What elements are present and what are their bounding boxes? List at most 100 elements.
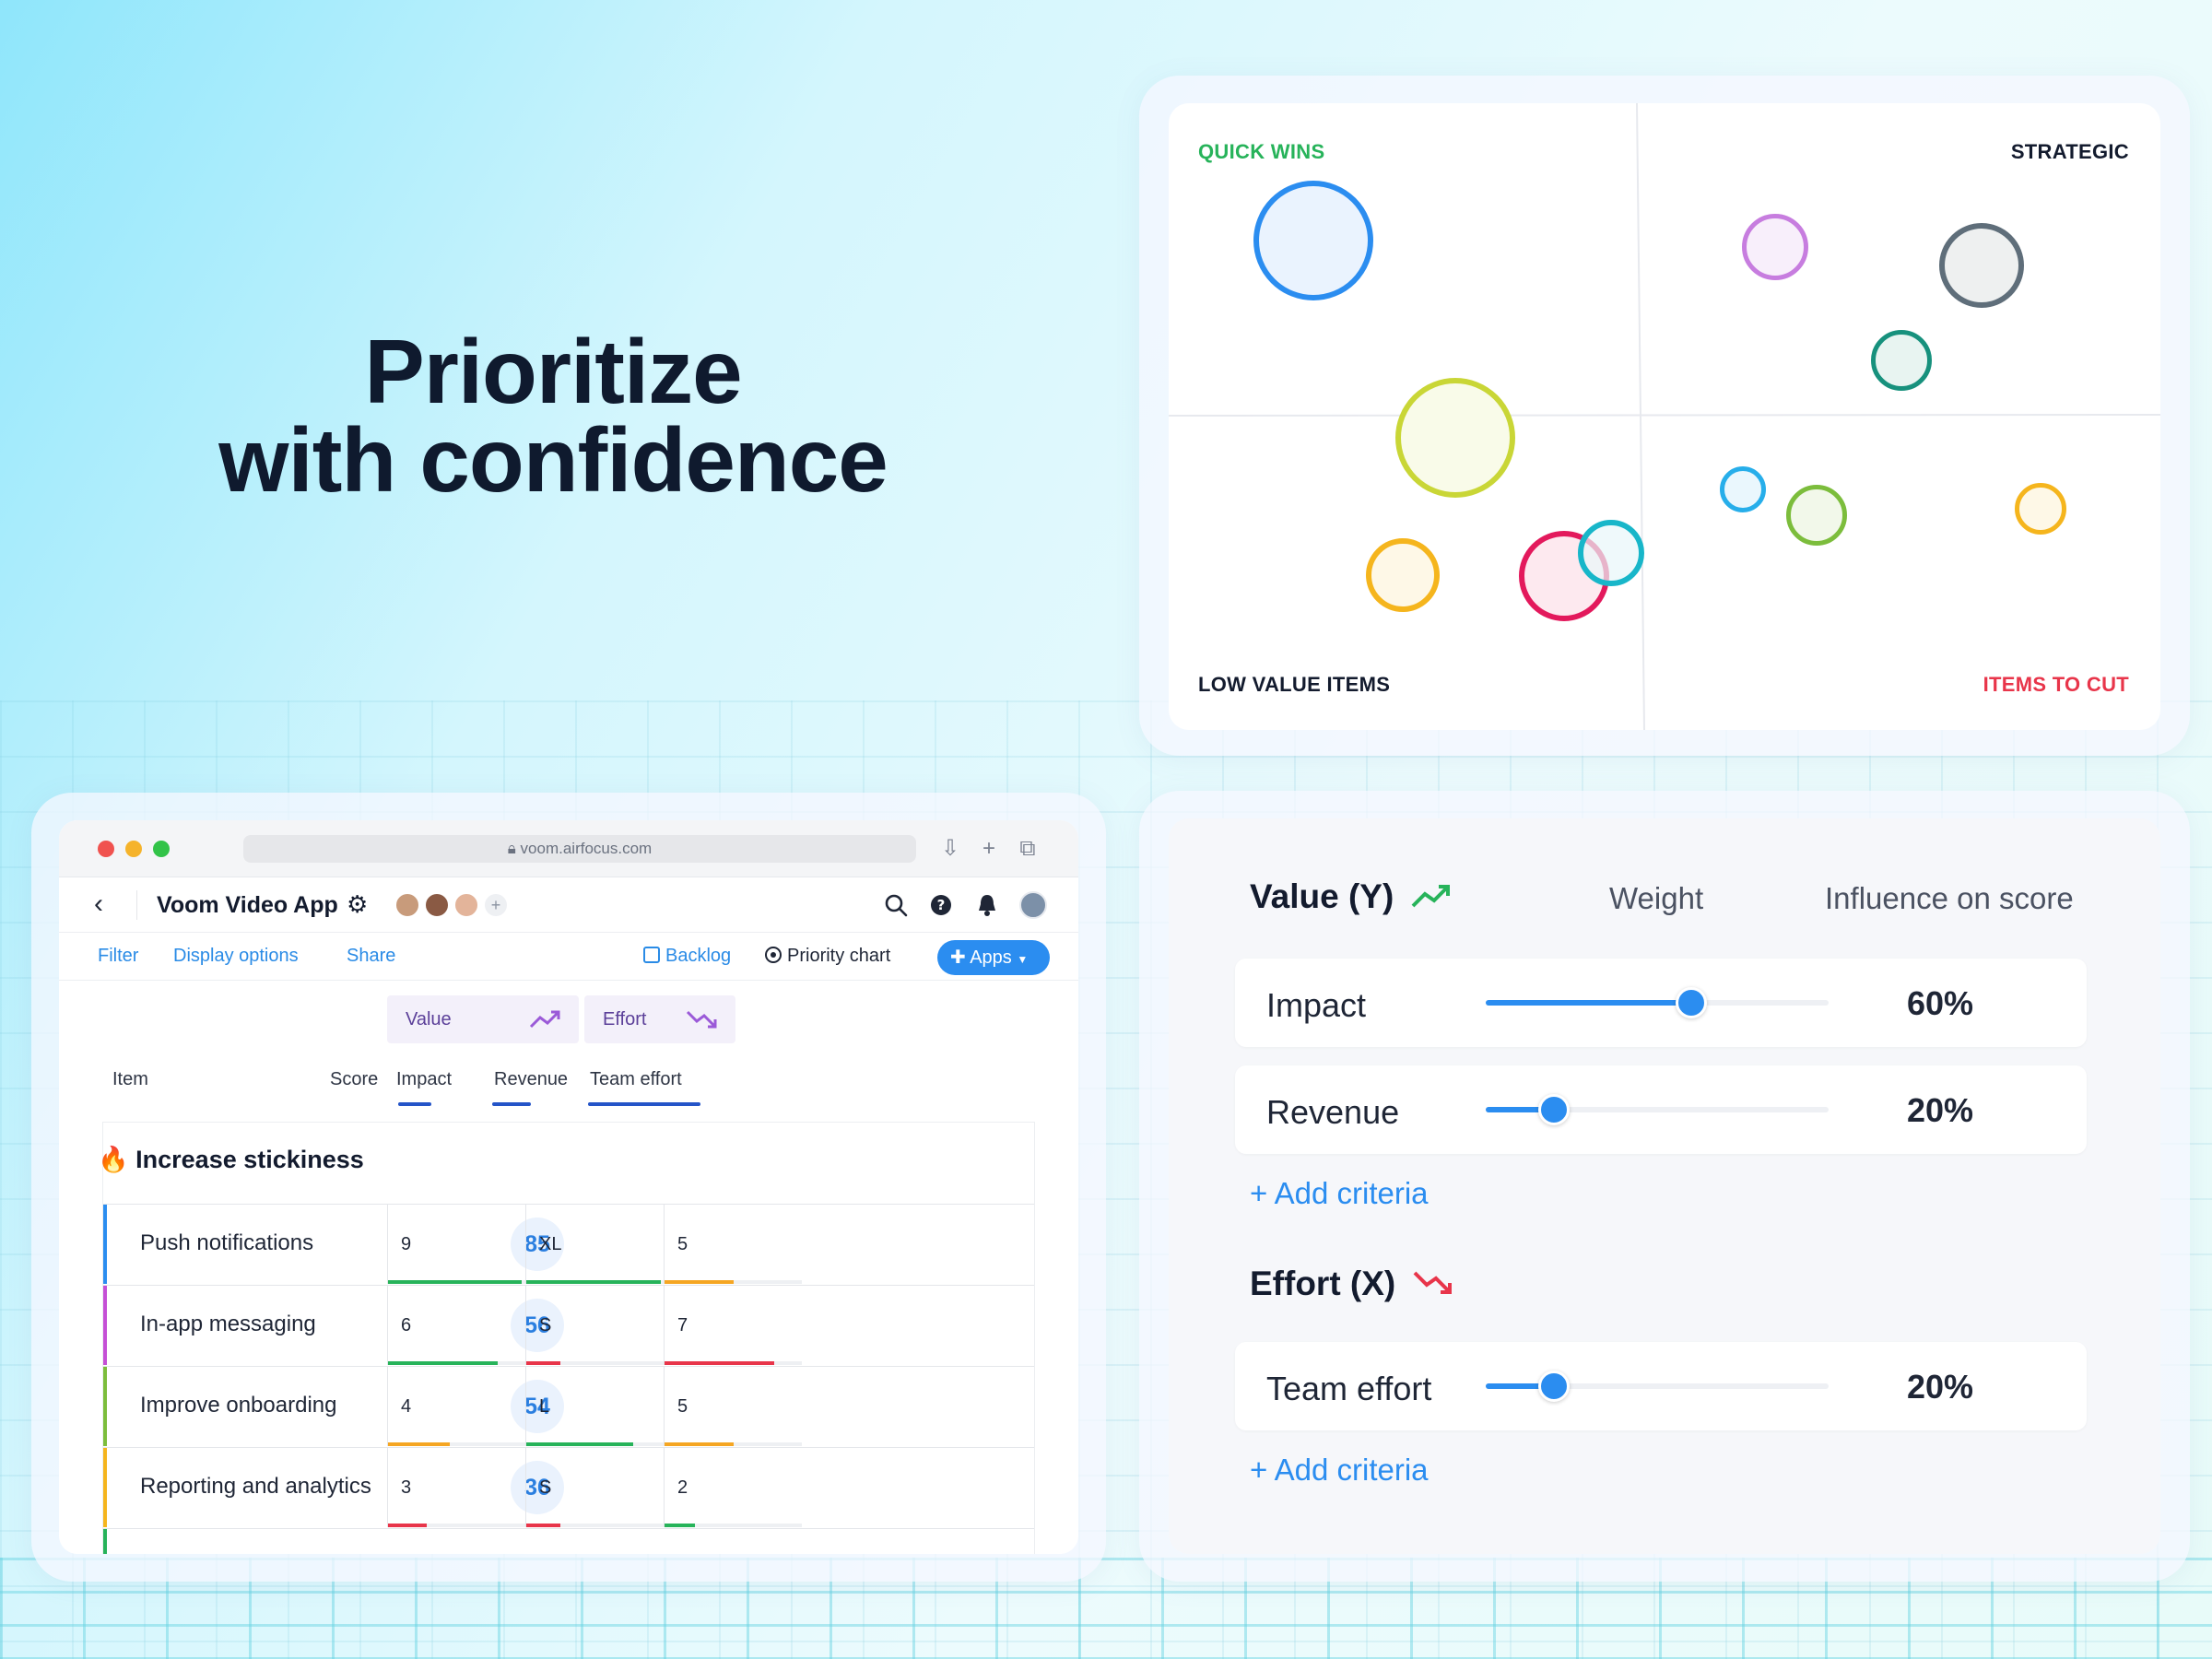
priority-chart-tab[interactable]: Priority chart [765,946,890,967]
notifications-bell-icon[interactable] [975,892,999,918]
help-icon[interactable]: ? [929,893,953,917]
bubble-item[interactable] [1395,378,1515,498]
column-header-item[interactable]: Item [112,1069,148,1089]
table-row[interactable]: Reporting and analytics 36 3 S 2 [103,1447,1034,1527]
revenue-cell[interactable]: XL [525,1205,664,1284]
value-group-label: Value [406,1009,452,1030]
avatar[interactable] [453,892,479,918]
close-window-button[interactable] [98,841,114,857]
team-effort-cell[interactable]: 2 [664,1448,802,1527]
maximize-window-button[interactable] [153,841,170,857]
row-item-name[interactable]: Push notifications [140,1230,314,1255]
row-item-name[interactable]: Reporting and analytics [140,1474,371,1499]
criteria-name[interactable]: Impact [1266,986,1367,1024]
column-header-team-effort[interactable]: Team effort [590,1069,682,1089]
minimize-window-button[interactable] [125,841,142,857]
user-avatar[interactable] [1019,891,1047,919]
row-item-name[interactable]: Improve onboarding [140,1393,337,1418]
add-effort-criteria-button[interactable]: + Add criteria [1250,1453,1429,1487]
column-header-revenue[interactable]: Revenue [494,1069,569,1089]
tabs-overview-icon[interactable]: ⧉ [1019,836,1036,861]
revenue-cell[interactable]: S [525,1286,664,1365]
scoring-settings: Value (Y) Weight Influence on score Impa… [1169,818,2160,1554]
team-effort-cell[interactable]: 7 [664,1286,802,1365]
revenue-cell[interactable]: S [525,1448,664,1527]
impact-cell[interactable]: 6 [387,1286,525,1365]
weight-slider-fill [1486,1383,1555,1389]
view-toolbar: Filter Display options Share Backlog Pri… [59,933,1078,981]
impact-cell[interactable]: 3 [387,1448,525,1527]
row-color-marker [103,1367,107,1446]
bubble-item[interactable] [1742,214,1808,280]
table-row[interactable]: Push notifications 85 9 XL 5 [103,1204,1034,1284]
backlog-tab[interactable]: Backlog [643,946,731,967]
weight-slider[interactable] [1486,1371,1829,1402]
url-bar[interactable]: 🔒︎ voom.airfocus.com [243,835,916,863]
back-icon[interactable]: ‹ [94,888,103,919]
bubble-item[interactable] [1720,466,1766,512]
impact-bar-fill [388,1442,451,1446]
criteria-row: Impact 60% [1235,959,2087,1047]
value-axis-label: Value (Y) [1250,877,1394,915]
filter-link[interactable]: Filter [98,946,139,966]
team-effort-bar-fill [665,1361,775,1365]
priority-matrix: QUICK WINS STRATEGIC LOW VALUE ITEMS ITE… [1169,103,2160,730]
bubble-item[interactable] [1786,485,1847,546]
revenue-bar-fill [526,1442,634,1446]
display-options-link[interactable]: Display options [173,946,299,966]
impact-value: 6 [401,1315,412,1335]
team-effort-cell[interactable]: 5 [664,1367,802,1446]
revenue-value: S [539,1315,552,1335]
bubble-item[interactable] [1253,181,1373,300]
weight-slider-handle[interactable] [1538,1094,1571,1125]
revenue-weight-bar [492,1102,531,1106]
bubble-item[interactable] [1871,330,1932,391]
criteria-row: Team effort 20% [1235,1342,2087,1430]
team-effort-bar-fill [665,1280,734,1284]
table-row[interactable]: In-app messaging 56 6 S 7 [103,1285,1034,1365]
criteria-name[interactable]: Team effort [1266,1370,1432,1407]
revenue-cell[interactable]: L [525,1367,664,1446]
criteria-name[interactable]: Revenue [1266,1093,1400,1131]
column-header-score[interactable]: Score [330,1069,379,1089]
weight-slider[interactable] [1486,987,1829,1018]
workspace-settings-icon[interactable]: ⚙ [347,890,369,918]
avatar[interactable] [424,892,450,918]
new-tab-icon[interactable]: + [982,836,995,861]
target-icon [765,947,782,963]
row-item-name[interactable]: In-app messaging [140,1312,316,1336]
puzzle-icon: ✚ [950,947,966,968]
bubble-item[interactable] [2015,483,2066,535]
row-color-marker [103,1286,107,1365]
impact-cell[interactable]: 4 [387,1367,525,1446]
search-icon[interactable] [883,892,909,918]
share-icon[interactable]: ⇩ [940,836,960,861]
weight-slider[interactable] [1486,1094,1829,1125]
bubble-item[interactable] [1578,520,1644,586]
browser-titlebar: 🔒︎ voom.airfocus.com ⇩ + ⧉ [59,820,1078,877]
bubble-item[interactable] [1939,223,2024,308]
table-row[interactable]: Improve onboarding 54 4 L 5 [103,1366,1034,1446]
weight-slider-handle[interactable] [1538,1371,1571,1402]
section-title[interactable]: 🔥 Increase stickiness [98,1145,364,1174]
trend-up-icon [529,1010,560,1029]
influence-percent: 20% [1906,1091,1974,1129]
apps-button[interactable]: ✚ Apps ▼ [937,940,1050,975]
team-effort-cell[interactable]: 5 [664,1205,802,1284]
team-effort-bar-fill [665,1524,695,1527]
add-value-criteria-button[interactable]: + Add criteria [1250,1176,1429,1210]
impact-bar-fill [388,1524,427,1527]
weight-slider-handle[interactable] [1676,987,1708,1018]
table-row[interactable] [103,1528,1034,1554]
column-header-impact[interactable]: Impact [396,1069,453,1089]
revenue-bar-fill [526,1361,561,1365]
team-effort-value: 5 [677,1396,688,1417]
avatar[interactable] [394,892,420,918]
priority-chart-label: Priority chart [787,946,891,966]
share-link[interactable]: Share [347,946,396,966]
row-score-badge: 85 [511,1218,564,1271]
impact-cell[interactable]: 9 [387,1205,525,1284]
team-effort-value: 5 [677,1234,688,1254]
add-member-button[interactable]: + [485,894,507,916]
bubble-item[interactable] [1366,538,1440,612]
